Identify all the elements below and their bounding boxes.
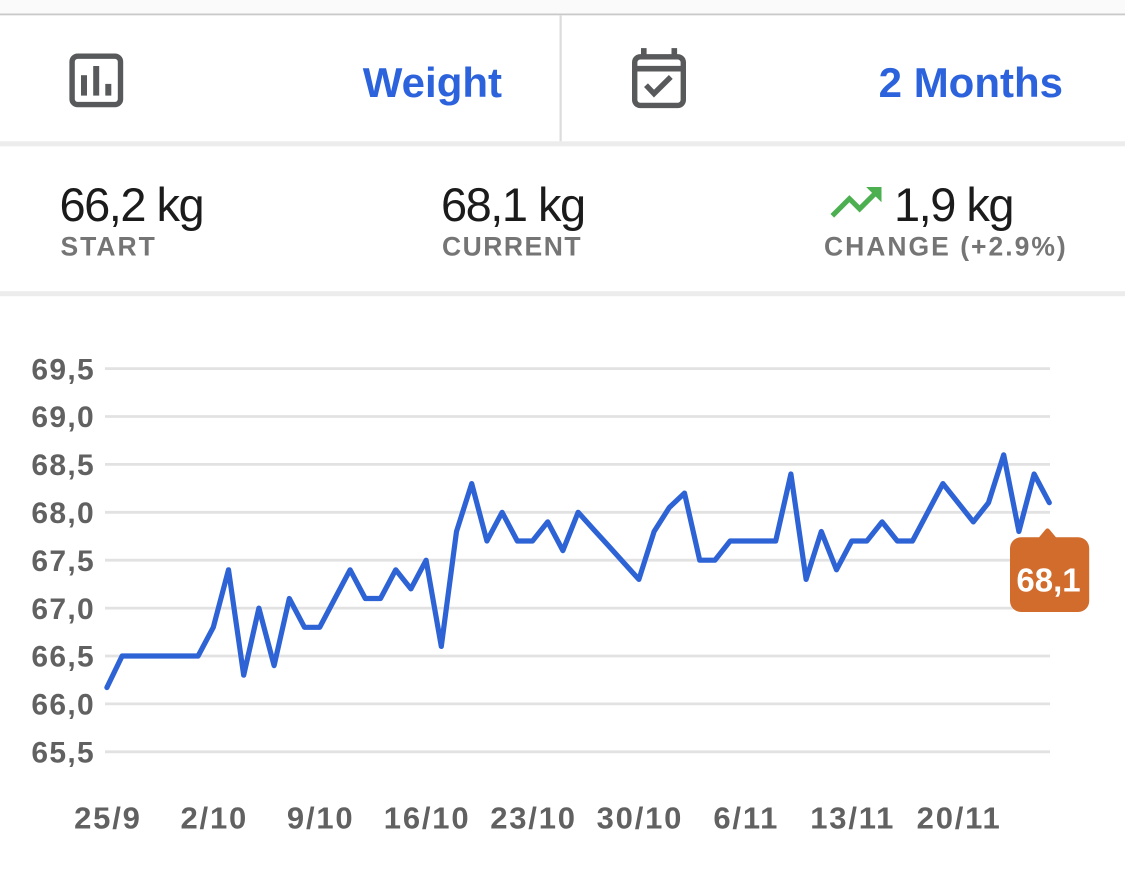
svg-text:2 Months: 2 Months (879, 59, 1063, 106)
svg-text:68,1: 68,1 (1016, 561, 1080, 598)
svg-text:START: START (61, 232, 157, 262)
svg-text:30/10: 30/10 (597, 801, 684, 836)
svg-text:69,5: 69,5 (31, 353, 95, 386)
svg-text:23/10: 23/10 (490, 801, 577, 836)
svg-text:20/11: 20/11 (917, 801, 1002, 836)
svg-text:67,0: 67,0 (31, 593, 95, 626)
svg-text:9/10: 9/10 (287, 801, 355, 836)
svg-text:13/11: 13/11 (810, 801, 895, 836)
svg-text:66,0: 66,0 (31, 689, 95, 722)
svg-text:66,5: 66,5 (31, 641, 95, 674)
svg-text:25/9: 25/9 (74, 801, 142, 836)
svg-text:CURRENT: CURRENT (442, 232, 582, 262)
svg-text:69,0: 69,0 (31, 401, 95, 434)
svg-text:CHANGE (+2.9%): CHANGE (+2.9%) (824, 232, 1068, 262)
svg-text:68,1 kg: 68,1 kg (441, 178, 585, 231)
svg-text:68,0: 68,0 (31, 497, 95, 530)
svg-text:67,5: 67,5 (31, 545, 95, 578)
svg-text:1,9 kg: 1,9 kg (894, 178, 1013, 231)
svg-text:68,5: 68,5 (31, 449, 95, 482)
svg-text:Weight: Weight (363, 59, 502, 106)
svg-text:65,5: 65,5 (31, 737, 95, 770)
svg-text:16/10: 16/10 (384, 801, 471, 836)
svg-text:2/10: 2/10 (181, 801, 249, 836)
svg-text:6/11: 6/11 (713, 801, 779, 836)
svg-text:66,2 kg: 66,2 kg (60, 178, 204, 231)
